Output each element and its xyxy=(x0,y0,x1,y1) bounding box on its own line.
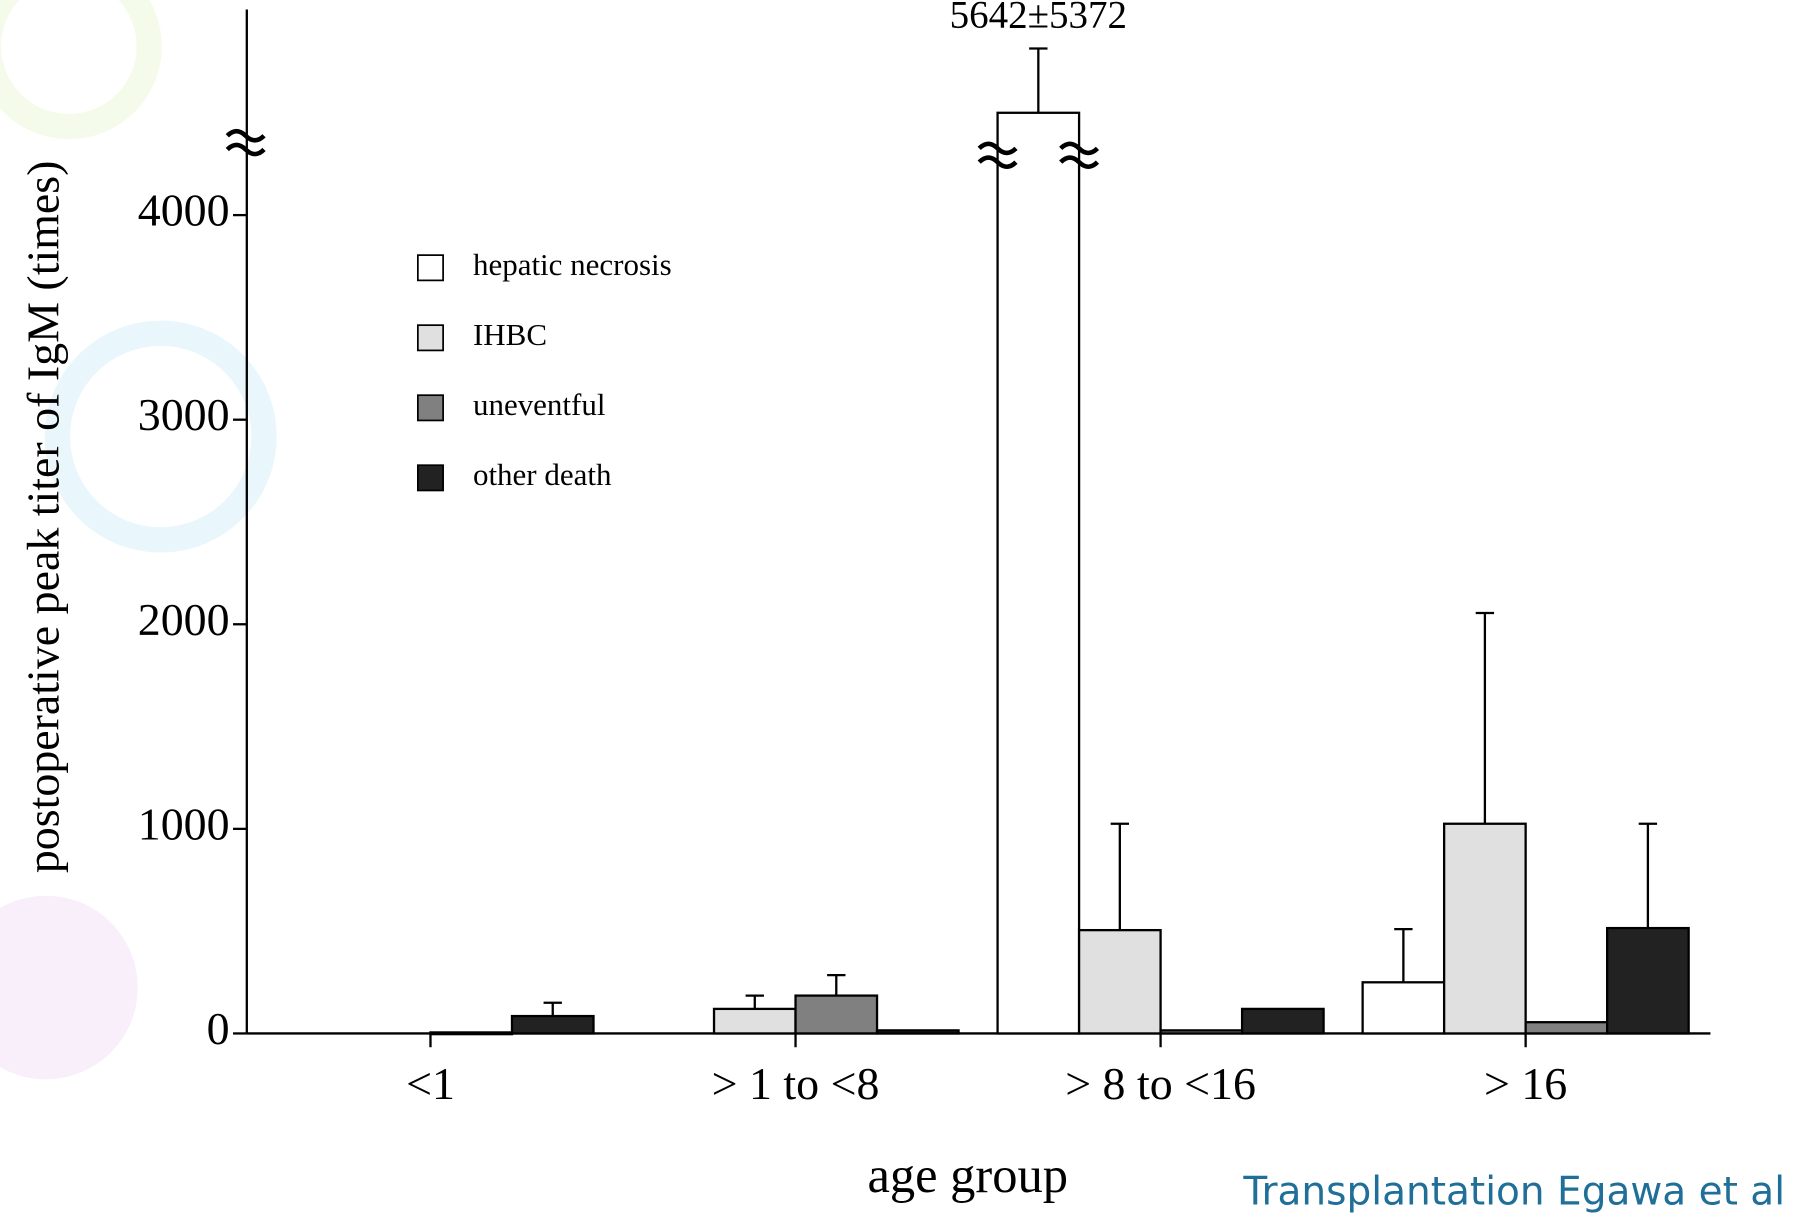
error-bar xyxy=(827,973,846,996)
error-bar xyxy=(1638,822,1658,929)
bar xyxy=(1159,1029,1244,1035)
background-decoration xyxy=(0,0,277,1080)
source-note: Transplantation Egawa et al xyxy=(1242,1170,1785,1215)
bar xyxy=(1240,1007,1325,1035)
x-tick-label: > 8 to <16 xyxy=(1065,1058,1256,1109)
y-tick-label: 3000 xyxy=(138,389,230,440)
bar xyxy=(712,1007,797,1035)
legend-swatch xyxy=(416,254,444,282)
bar xyxy=(510,1014,595,1035)
legend-swatch xyxy=(416,394,444,422)
decor-swirl xyxy=(0,895,138,1080)
bar xyxy=(1077,928,1162,1035)
axis-break xyxy=(225,128,266,157)
legend-label: other death xyxy=(473,457,612,492)
legend-swatch xyxy=(416,324,444,352)
bar-break xyxy=(1059,141,1100,170)
x-tick-label: <1 xyxy=(406,1058,455,1109)
x-tick-label: > 1 to <8 xyxy=(712,1058,880,1109)
legend-label: hepatic necrosis xyxy=(473,247,672,282)
bar-break xyxy=(977,141,1018,170)
bar xyxy=(1442,822,1527,1035)
value-label: 5642±5372 xyxy=(950,0,1127,37)
error-bar xyxy=(1029,47,1048,113)
bar xyxy=(429,1031,514,1036)
error-bar xyxy=(1394,927,1413,983)
y-tick-label: 0 xyxy=(207,1003,230,1054)
bar xyxy=(1605,926,1690,1035)
bar xyxy=(1361,981,1446,1035)
legend-swatch xyxy=(416,464,444,492)
decor-swirl xyxy=(44,320,277,553)
error-bar xyxy=(543,1001,562,1017)
legend-label: IHBC xyxy=(473,317,547,352)
bar xyxy=(794,994,879,1035)
error-bar xyxy=(745,994,764,1009)
legend-label: uneventful xyxy=(473,387,606,422)
bar xyxy=(1524,1021,1609,1035)
bar xyxy=(996,111,1081,1035)
y-axis-title: postoperative peak titer of IgM (times) xyxy=(18,161,69,874)
x-axis-title: age group xyxy=(867,1147,1068,1203)
decor-swirl xyxy=(0,0,162,140)
y-tick-label: 2000 xyxy=(138,594,230,645)
y-tick-label: 4000 xyxy=(138,185,230,236)
x-tick-label: > 16 xyxy=(1484,1058,1567,1109)
error-bar xyxy=(1110,822,1130,931)
bar xyxy=(875,1029,960,1035)
error-bar xyxy=(1475,611,1495,824)
y-tick-label: 1000 xyxy=(138,798,230,849)
